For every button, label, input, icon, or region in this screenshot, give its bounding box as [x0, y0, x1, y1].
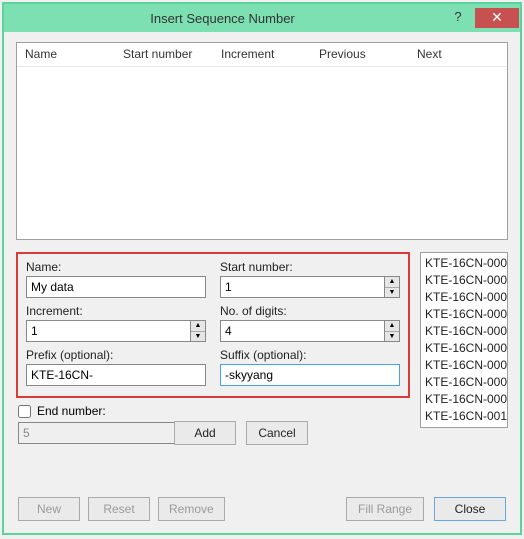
fill-range-button[interactable]: Fill Range	[346, 497, 424, 521]
col-next[interactable]: Next	[409, 43, 507, 66]
spin-up-icon[interactable]: ▲	[385, 277, 399, 288]
col-name[interactable]: Name	[17, 43, 115, 66]
col-start[interactable]: Start number	[115, 43, 213, 66]
increment-spinner[interactable]: ▲ ▼	[26, 320, 206, 342]
digits-label: No. of digits:	[220, 304, 400, 318]
col-increment[interactable]: Increment	[213, 43, 311, 66]
name-input[interactable]	[26, 276, 206, 298]
add-button[interactable]: Add	[174, 421, 236, 445]
help-button[interactable]: ?	[441, 8, 475, 28]
form-highlight-box: Name: Start number: ▲ ▼	[16, 252, 410, 398]
spin-up-icon[interactable]: ▲	[191, 321, 205, 332]
end-number-label: End number:	[37, 404, 106, 418]
list-item: KTE-16CN-0004-skyyang	[425, 306, 503, 323]
list-item: KTE-16CN-0002-skyyang	[425, 272, 503, 289]
remove-button[interactable]: Remove	[158, 497, 225, 521]
end-number-spinner[interactable]: ▲ ▼	[18, 422, 144, 444]
end-number-checkbox[interactable]	[18, 405, 31, 418]
grid-body[interactable]	[17, 67, 507, 239]
spin-down-icon[interactable]: ▼	[385, 332, 399, 342]
spin-down-icon[interactable]: ▼	[385, 288, 399, 298]
digits-input[interactable]	[220, 320, 384, 342]
titlebar: Insert Sequence Number ? ✕	[4, 4, 520, 32]
grid-header-row: Name Start number Increment Previous Nex…	[17, 43, 507, 67]
increment-label: Increment:	[26, 304, 206, 318]
end-number-input[interactable]	[18, 422, 182, 444]
preview-list[interactable]: KTE-16CN-0001-skyyang KTE-16CN-0002-skyy…	[420, 252, 508, 428]
prefix-input[interactable]	[26, 364, 206, 386]
list-item: KTE-16CN-0010-skyyang	[425, 408, 503, 425]
list-item: KTE-16CN-0008-skyyang	[425, 374, 503, 391]
prefix-label: Prefix (optional):	[26, 348, 206, 362]
increment-input[interactable]	[26, 320, 190, 342]
content-area: Name Start number Increment Previous Nex…	[4, 32, 520, 457]
reset-button[interactable]: Reset	[88, 497, 150, 521]
list-item: KTE-16CN-0007-skyyang	[425, 357, 503, 374]
cancel-button[interactable]: Cancel	[246, 421, 308, 445]
start-number-label: Start number:	[220, 260, 400, 274]
window-title: Insert Sequence Number	[4, 11, 441, 26]
start-number-spinner[interactable]: ▲ ▼	[220, 276, 400, 298]
list-item: KTE-16CN-0003-skyyang	[425, 289, 503, 306]
col-previous[interactable]: Previous	[311, 43, 409, 66]
list-item: KTE-16CN-0005-skyyang	[425, 323, 503, 340]
suffix-input[interactable]	[220, 364, 400, 386]
digits-spinner[interactable]: ▲ ▼	[220, 320, 400, 342]
spin-down-icon[interactable]: ▼	[191, 332, 205, 342]
list-item: KTE-16CN-0006-skyyang	[425, 340, 503, 357]
name-label: Name:	[26, 260, 206, 274]
sequence-grid[interactable]: Name Start number Increment Previous Nex…	[16, 42, 508, 240]
list-item: KTE-16CN-0001-skyyang	[425, 255, 503, 272]
close-icon[interactable]: ✕	[475, 8, 519, 28]
spin-up-icon[interactable]: ▲	[385, 321, 399, 332]
start-number-input[interactable]	[220, 276, 384, 298]
dialog-window: Insert Sequence Number ? ✕ Name Start nu…	[2, 2, 522, 535]
list-item: KTE-16CN-0009-skyyang	[425, 391, 503, 408]
new-button[interactable]: New	[18, 497, 80, 521]
close-button[interactable]: Close	[434, 497, 506, 521]
bottom-button-row: New Reset Remove Fill Range Close	[18, 497, 506, 521]
suffix-label: Suffix (optional):	[220, 348, 400, 362]
